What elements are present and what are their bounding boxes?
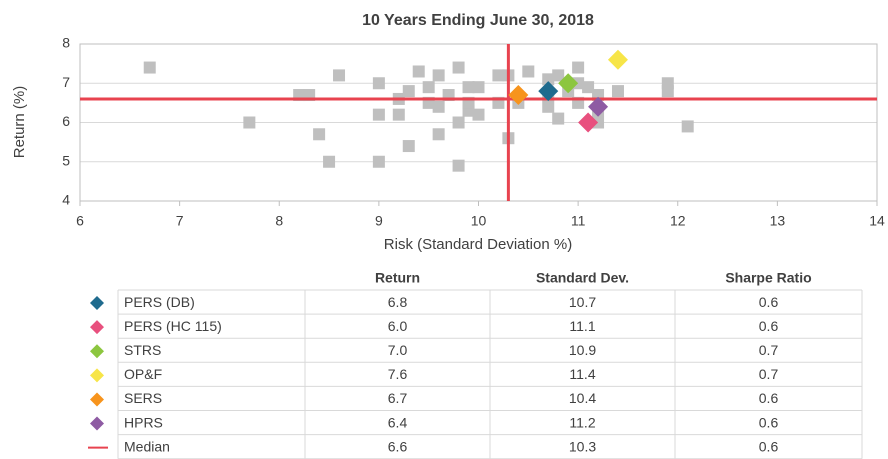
x-tick-label: 11	[571, 213, 586, 229]
peer-point	[472, 108, 485, 121]
table-value: 6.0	[388, 318, 408, 334]
peer-point	[422, 81, 435, 94]
table-value: 0.6	[759, 438, 779, 454]
x-tick-label: 10	[471, 213, 487, 229]
diamond-point	[578, 112, 599, 133]
x-tick-label: 13	[770, 213, 786, 229]
x-tick-label: 14	[869, 213, 885, 229]
table-value: 10.7	[569, 294, 596, 310]
peer-point	[372, 77, 385, 90]
peer-point	[661, 85, 674, 98]
peer-point	[452, 116, 465, 129]
row-label: STRS	[124, 342, 161, 358]
legend-marker	[90, 320, 104, 335]
chart-title: 10 Years Ending June 30, 2018	[362, 12, 594, 29]
x-tick-label: 12	[670, 213, 686, 229]
x-tick-label: 9	[375, 213, 383, 229]
table-value: 7.6	[388, 366, 408, 382]
y-tick-label: 8	[62, 35, 70, 51]
legend-marker	[90, 368, 104, 383]
peer-point	[412, 65, 425, 78]
y-axis-title: Return (%)	[11, 86, 28, 159]
legend-marker	[90, 392, 104, 407]
row-label: OP&F	[124, 366, 162, 382]
row-label: PERS (DB)	[124, 294, 195, 310]
table-value: 0.6	[759, 318, 779, 334]
y-tick-label: 7	[62, 74, 70, 90]
table-value: 6.4	[388, 414, 408, 430]
row-label: SERS	[124, 390, 162, 406]
peer-point	[572, 61, 585, 74]
peer-point	[392, 108, 405, 121]
column-header: Standard Dev.	[536, 270, 629, 286]
peer-point	[552, 69, 565, 82]
table-value: 10.3	[569, 438, 596, 454]
peer-point	[432, 69, 445, 82]
table-value: 11.4	[569, 366, 595, 382]
legend-marker	[90, 344, 104, 359]
x-axis-title: Risk (Standard Deviation %)	[384, 236, 572, 253]
diamond-point	[508, 85, 529, 106]
table-value: 11.1	[569, 318, 595, 334]
diamond-point	[588, 96, 609, 117]
legend-marker	[90, 296, 104, 311]
diamond-point	[538, 81, 559, 102]
peer-point	[522, 65, 535, 78]
peer-point	[372, 155, 385, 168]
peer-point	[323, 155, 336, 168]
table-value: 0.6	[759, 294, 779, 310]
row-label: PERS (HC 115)	[124, 318, 222, 334]
legend-marker	[90, 416, 104, 431]
table-value: 10.9	[569, 342, 596, 358]
table-value: 0.6	[759, 414, 779, 430]
table-value: 6.8	[388, 294, 408, 310]
peer-point	[542, 100, 555, 113]
peer-point	[681, 120, 694, 133]
row-label: Median	[124, 438, 170, 454]
peer-point	[452, 61, 465, 74]
y-tick-label: 6	[62, 113, 70, 129]
table-value: 0.6	[759, 390, 779, 406]
peer-point	[472, 81, 485, 94]
table-value: 7.0	[388, 342, 408, 358]
peer-point	[402, 85, 415, 98]
peer-point	[243, 116, 256, 129]
y-tick-label: 5	[62, 152, 70, 168]
peer-point	[432, 100, 445, 113]
table-value: 10.4	[569, 390, 596, 406]
x-tick-label: 7	[176, 213, 184, 229]
y-tick-label: 4	[62, 192, 70, 208]
table-value: 0.7	[759, 342, 779, 358]
diamond-point	[558, 73, 579, 94]
x-tick-label: 6	[76, 213, 84, 229]
table-value: 0.7	[759, 366, 779, 382]
plot-frame	[79, 43, 878, 202]
column-header: Return	[375, 270, 420, 286]
peer-point	[542, 73, 555, 86]
diamond-point	[607, 49, 628, 70]
row-label: HPRS	[124, 414, 163, 430]
peer-point	[582, 81, 595, 94]
peer-point	[552, 112, 565, 125]
peer-point	[143, 61, 156, 74]
x-tick-label: 8	[275, 213, 283, 229]
peer-point	[452, 159, 465, 172]
table-value: 6.6	[388, 438, 408, 454]
column-header: Sharpe Ratio	[725, 270, 811, 286]
peer-point	[492, 69, 505, 82]
peer-point	[402, 140, 415, 153]
peer-point	[313, 128, 326, 141]
table-value: 6.7	[388, 390, 408, 406]
peer-point	[372, 108, 385, 121]
peer-point	[432, 128, 445, 141]
table-value: 11.2	[569, 414, 595, 430]
peer-point	[333, 69, 346, 82]
peer-point	[611, 85, 624, 98]
peer-point	[462, 81, 475, 94]
